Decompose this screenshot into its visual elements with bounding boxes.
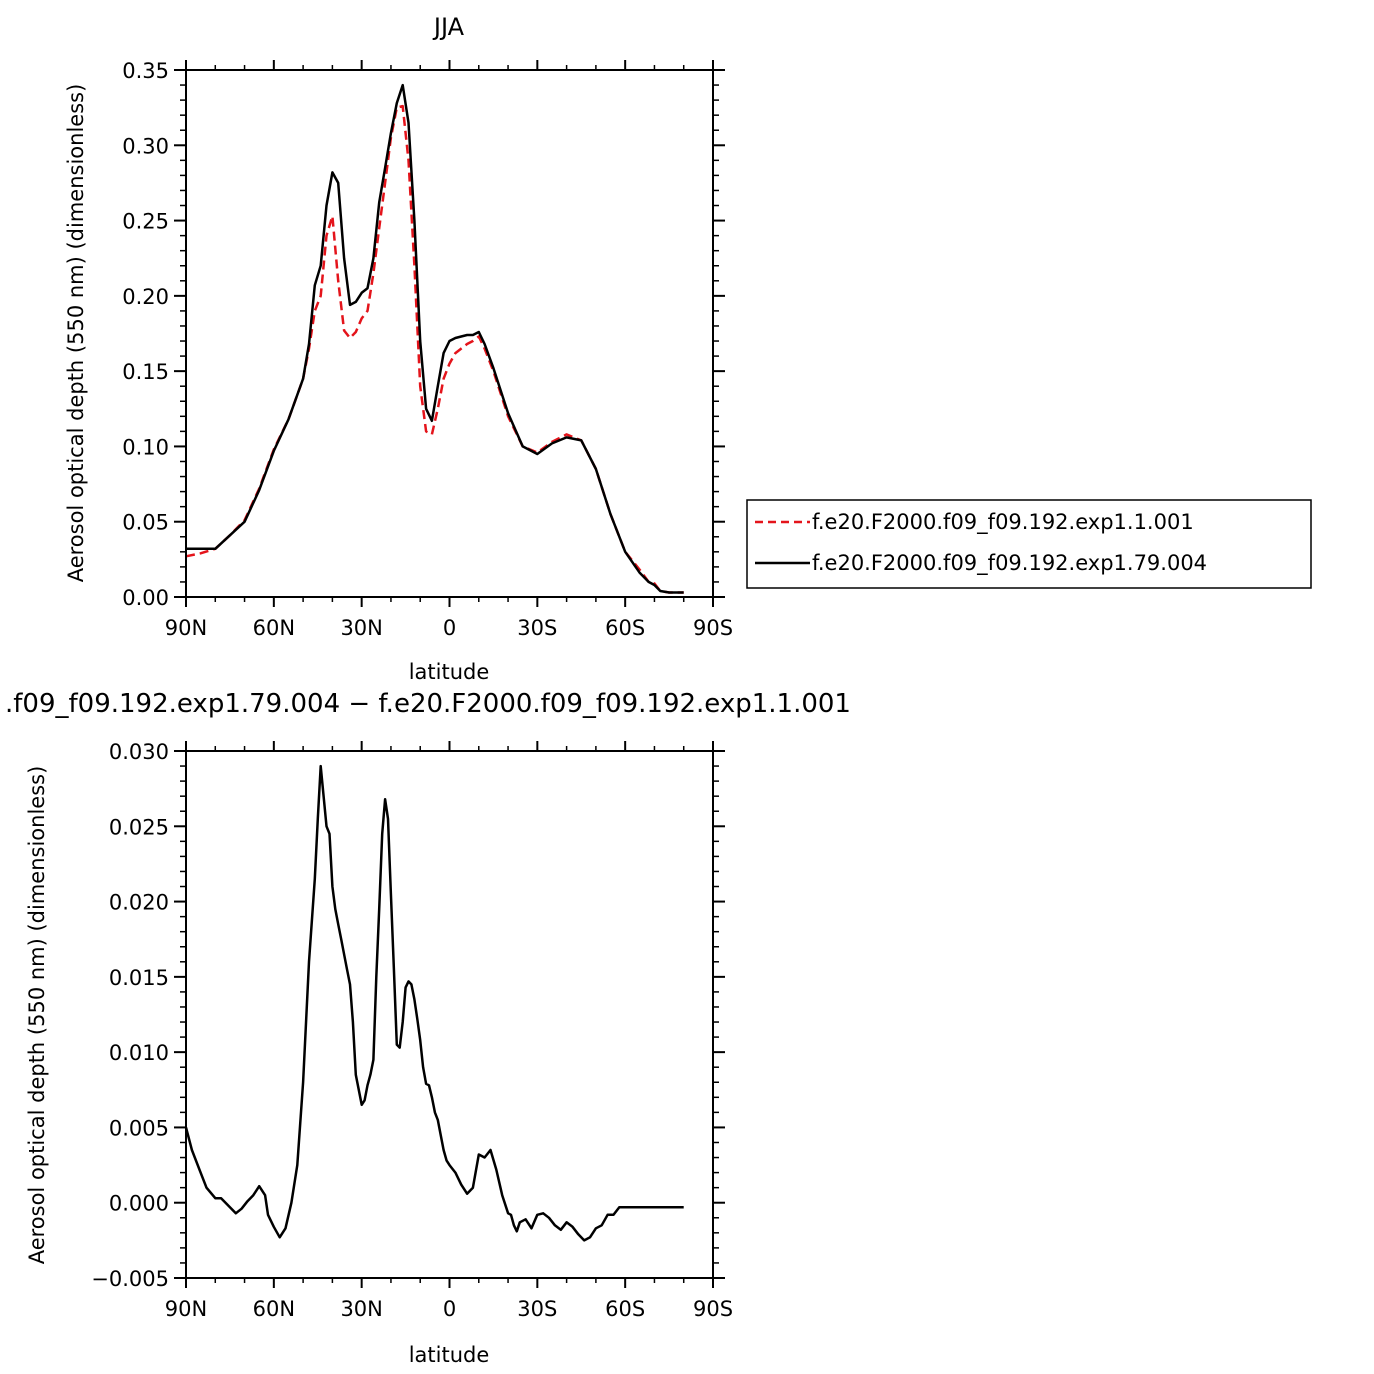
bottom-y-tick-label: 0.025 [109,815,169,839]
bottom-panel: .f09_f09.192.exp1.79.004 − f.e20.F2000.f… [5,689,851,1367]
bottom-x-axis-label: latitude [409,1343,490,1367]
bottom-y-axis-label: Aerosol optical depth (550 nm) (dimensio… [25,766,49,1265]
top-series-line-2 [186,83,684,594]
top-panel: JJA Aerosol optical depth (550 nm) (dime… [64,13,733,684]
bottom-y-tick-label: 0.020 [109,891,169,915]
legend-label-series-1: f.e20.F2000.f09_f09.192.exp1.1.001 [812,510,1194,535]
top-series-line-1 [185,104,684,594]
top-y-tick-label: 0.00 [122,586,169,610]
bottom-series-line-1 [184,764,684,1242]
top-y-tick-label: 0.10 [122,435,169,459]
bottom-y-tick-label: 0.010 [109,1041,169,1065]
bottom-x-tick-label: 30N [340,1297,382,1321]
top-plot-frame [185,69,714,598]
top-plot-lines [185,83,684,594]
legend-box [746,499,1312,589]
top-y-tick-label: 0.15 [122,360,169,384]
bottom-x-tick-label: 90N [165,1297,207,1321]
top-axes: 90N 60N 30N 0 30S 60S 90S 0.00 0.05 0.10 0.15 0.20 0… [122,59,733,640]
top-x-axis-label: latitude [409,660,490,684]
bottom-axes: 90N 60N 30N 0 30S 60S 90S −0.005 0.000 0.005 0.010… [91,740,733,1321]
bottom-y-tick-label: 0.030 [109,740,169,764]
top-x-tick-label: 0 [443,616,456,640]
bottom-y-tick-label: 0.000 [109,1192,169,1216]
bottom-chart-title: .f09_f09.192.exp1.79.004 − f.e20.F2000.f… [5,689,851,719]
top-x-tick-label: 30S [517,616,557,640]
bottom-x-tick-label: 30S [517,1297,557,1321]
top-y-tick-label: 0.25 [122,210,169,234]
bottom-plot-lines [184,764,684,1242]
top-x-tick-label: 60S [605,616,645,640]
top-x-tick-label: 90S [693,616,733,640]
bottom-y-tick-label: 0.005 [109,1116,169,1140]
top-chart-title: JJA [432,13,465,41]
legend-label-series-2: f.e20.F2000.f09_f09.192.exp1.79.004 [812,551,1207,576]
bottom-x-tick-label: 60S [605,1297,645,1321]
top-y-tick-label: 0.20 [122,285,169,309]
top-x-tick-label: 60N [253,616,295,640]
top-y-tick-label: 0.30 [122,134,169,158]
bottom-x-tick-label: 60N [253,1297,295,1321]
bottom-plot-frame [185,750,714,1279]
legend: f.e20.F2000.f09_f09.192.exp1.1.001 f.e20… [746,499,1312,589]
bottom-y-tick-label: −0.005 [91,1267,169,1291]
top-x-tick-label: 90N [165,616,207,640]
top-x-tick-label: 30N [340,616,382,640]
top-y-axis-label: Aerosol optical depth (550 nm) (dimensio… [64,84,88,583]
bottom-x-tick-label: 0 [443,1297,456,1321]
top-y-tick-label: 0.05 [122,511,169,535]
bottom-y-tick-label: 0.015 [109,966,169,990]
top-y-tick-label: 0.35 [122,59,169,83]
bottom-x-tick-label: 90S [693,1297,733,1321]
